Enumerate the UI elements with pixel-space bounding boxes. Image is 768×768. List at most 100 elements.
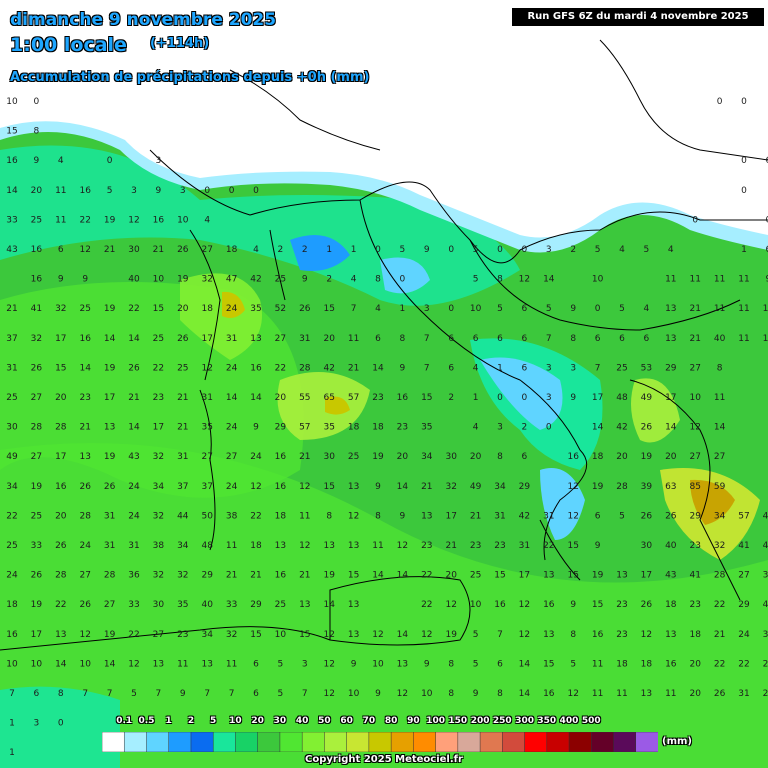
precip-value: 55 bbox=[299, 393, 310, 403]
precip-value: 11 bbox=[55, 215, 66, 225]
precip-value: 19 bbox=[104, 452, 116, 462]
precip-value: 14 bbox=[519, 689, 531, 699]
precip-value: 13 bbox=[665, 334, 676, 344]
precip-value: 29 bbox=[665, 363, 677, 373]
precip-value: 18 bbox=[6, 600, 18, 610]
precip-value: 26 bbox=[665, 511, 677, 521]
precip-value: 6 bbox=[522, 452, 528, 462]
precip-value: 24 bbox=[250, 452, 262, 462]
precip-value: 11 bbox=[738, 304, 749, 314]
precip-value: 25 bbox=[6, 541, 17, 551]
precip-value: 10 bbox=[421, 689, 433, 699]
precip-value: 13 bbox=[299, 600, 310, 610]
precip-value: 1 bbox=[9, 748, 15, 758]
precip-value: 4 bbox=[204, 215, 210, 225]
precip-value: 13 bbox=[104, 423, 115, 433]
precip-value: 27 bbox=[201, 245, 212, 255]
precip-value: 22 bbox=[714, 659, 725, 669]
precip-value: 57 bbox=[299, 423, 310, 433]
precip-value: 10 bbox=[470, 600, 482, 610]
precip-value: 14 bbox=[397, 482, 409, 492]
precip-value: 17 bbox=[31, 630, 42, 640]
legend-swatch bbox=[591, 732, 615, 752]
precip-value: 14 bbox=[372, 571, 384, 581]
precip-value: 7 bbox=[107, 689, 113, 699]
precip-value: 16 bbox=[153, 215, 165, 225]
precip-value: 32 bbox=[201, 275, 212, 285]
precip-value: 4 bbox=[375, 304, 381, 314]
precip-value: 3 bbox=[546, 393, 552, 403]
precip-value: 21 bbox=[153, 245, 164, 255]
precip-value: 23 bbox=[689, 541, 700, 551]
precip-value: 24 bbox=[226, 363, 238, 373]
precip-value: 18 bbox=[616, 659, 628, 669]
precip-value: 24 bbox=[128, 482, 140, 492]
legend-swatch bbox=[146, 732, 170, 752]
precip-value: 14 bbox=[543, 275, 555, 285]
precip-value: 5 bbox=[473, 630, 479, 640]
precip-value: 34 bbox=[153, 482, 165, 492]
precip-value: 2 bbox=[302, 245, 308, 255]
precip-value: 5 bbox=[107, 186, 113, 196]
precip-value: 13 bbox=[348, 600, 359, 610]
precip-value: 16 bbox=[6, 156, 18, 166]
precip-value: 16 bbox=[543, 600, 555, 610]
legend-swatch bbox=[502, 732, 526, 752]
precip-value: 12 bbox=[323, 689, 334, 699]
legend-swatch bbox=[235, 732, 259, 752]
precip-value: 8 bbox=[497, 275, 503, 285]
precip-value: 14 bbox=[128, 334, 140, 344]
precip-value: 11 bbox=[348, 334, 359, 344]
precip-value: 12 bbox=[250, 482, 261, 492]
precip-value: 59 bbox=[714, 482, 726, 492]
precip-value: 0 bbox=[107, 156, 113, 166]
precip-value: 53 bbox=[641, 363, 652, 373]
precip-value: 23 bbox=[421, 541, 432, 551]
precip-value: 34 bbox=[714, 511, 726, 521]
precip-value: 36 bbox=[128, 571, 140, 581]
precip-value: 11 bbox=[226, 659, 237, 669]
precip-value: 26 bbox=[177, 334, 189, 344]
legend-swatch bbox=[123, 732, 148, 752]
precip-value: 17 bbox=[445, 511, 456, 521]
precip-value: 29 bbox=[201, 571, 213, 581]
precip-value: 15 bbox=[153, 304, 164, 314]
precip-value: 26 bbox=[79, 600, 91, 610]
precip-value: 16 bbox=[567, 452, 579, 462]
legend-swatch bbox=[479, 732, 504, 752]
forecast-date-title: dimanche 9 novembre 2025 bbox=[10, 10, 277, 30]
precip-value: 11 bbox=[738, 334, 749, 344]
precip-value: 41 bbox=[689, 571, 700, 581]
precip-value: 32 bbox=[714, 541, 725, 551]
precip-value: 3 bbox=[131, 186, 137, 196]
precip-value: 14 bbox=[55, 659, 67, 669]
precip-value: 28 bbox=[31, 423, 43, 433]
precip-value: 10 bbox=[6, 659, 18, 669]
precip-value: 29 bbox=[763, 689, 768, 699]
precip-value: 49 bbox=[470, 482, 482, 492]
precip-value: 13 bbox=[641, 689, 652, 699]
precip-value: 57 bbox=[348, 393, 359, 403]
legend-swatch bbox=[568, 732, 593, 752]
precip-band bbox=[480, 357, 563, 430]
precip-value: 10 bbox=[470, 304, 482, 314]
precip-value: 21 bbox=[128, 393, 139, 403]
precip-value: 23 bbox=[177, 630, 188, 640]
precip-value: 37 bbox=[201, 482, 212, 492]
precip-value: 33 bbox=[128, 600, 139, 610]
precip-value: 26 bbox=[31, 571, 43, 581]
precip-value: 13 bbox=[421, 511, 432, 521]
precip-value: 7 bbox=[497, 630, 503, 640]
precip-value: 29 bbox=[738, 600, 750, 610]
precip-value: 18 bbox=[641, 659, 653, 669]
legend-threshold-label: 0.5 bbox=[138, 716, 155, 726]
precip-value: 18 bbox=[689, 630, 701, 640]
precip-value: 23 bbox=[470, 541, 481, 551]
precip-value: 13 bbox=[153, 659, 164, 669]
precip-value: 6 bbox=[34, 689, 40, 699]
precip-value: 0 bbox=[229, 186, 235, 196]
legend-swatch bbox=[613, 732, 637, 752]
precip-value: 0 bbox=[522, 393, 528, 403]
precip-value: 26 bbox=[79, 482, 91, 492]
